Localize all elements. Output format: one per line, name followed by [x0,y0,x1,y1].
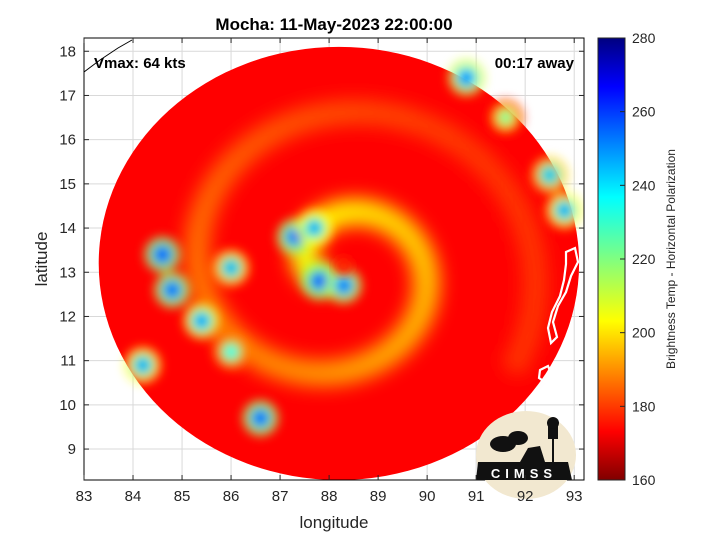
spiral-band-segment [332,98,361,127]
cell-core-outer-band [166,283,179,296]
y-axis-label: latitude [32,232,51,287]
colorbar-label: Brightness Temp - Horizontal Polarizatio… [664,149,678,369]
cell-core-north-band [499,111,512,124]
y-tick-label: 13 [59,264,76,281]
colorbar-tick-label: 240 [632,177,656,193]
y-tick-label: 14 [59,220,76,237]
colorbar-ticks: 160 180 200 220 240 260 280 [620,30,656,488]
x-tick-label: 92 [517,488,534,505]
cimss-logo: CIMSS [476,411,576,499]
cell-core-outer-band [225,345,238,358]
y-tick-label: 9 [68,441,76,458]
plot-frame [83,37,585,481]
chart-title: Mocha: 11-May-2023 22:00:00 [215,15,452,34]
cell-core-outer-band [254,412,267,425]
colorbar-tick-label: 160 [632,472,656,488]
x-tick-label: 91 [468,488,485,505]
y-tick-label: 10 [59,397,76,414]
y-tick-label: 18 [59,43,76,60]
x-tick-label: 85 [174,488,191,505]
spiral-band-segment [521,281,550,310]
x-tick-label: 89 [370,488,387,505]
cimss-logo-text: CIMSS [491,466,557,481]
x-tick-label: 83 [76,488,93,505]
spiral-band-segment [503,346,532,375]
y-tick-label: 15 [59,176,76,193]
cell-core-north-band [558,204,571,217]
x-tick-label: 86 [223,488,240,505]
coastline-east [546,246,580,346]
convective-features [124,59,583,437]
spiral-band-segment [352,98,381,127]
colorbar-tick-label: 260 [632,104,656,120]
y-axis: 9 10 11 12 13 14 15 16 17 18 [59,43,584,458]
colorbar-tick-label: 280 [632,30,656,46]
coastline-northwest [84,39,133,73]
time-away-label: 00:17 away [495,55,575,72]
x-tick-label: 84 [125,488,142,505]
x-tick-label: 93 [566,488,583,505]
cell-core-eyewall [313,275,326,288]
spiral-band-segment [518,303,547,332]
y-tick-label: 11 [60,353,76,370]
cell-core-eyewall [337,279,350,292]
y-tick-label: 16 [59,132,76,149]
spiral-band-segment [512,325,541,354]
y-tick-label: 12 [59,308,76,325]
colorbar-tick-label: 180 [632,398,656,414]
colorbar-tick-label: 220 [632,251,656,267]
storm-eye [334,256,353,275]
x-tick-label: 88 [321,488,338,505]
cell-core-outer-band [156,248,169,261]
y-tick-label: 17 [59,87,76,104]
spiral-band-segment [521,259,550,288]
island [537,364,554,384]
x-tick-label: 87 [272,488,289,505]
convective-cells [124,59,583,437]
colorbar-tick-label: 200 [632,325,656,341]
coastline [84,39,580,384]
cell-core-north-band [543,169,556,182]
cell-core-north-band [460,71,473,84]
x-tick-label: 90 [419,488,436,505]
x-axis-label: longitude [299,513,368,532]
cell-core-outer-band [225,261,238,274]
x-axis: 83 84 85 86 87 88 89 90 91 92 93 [76,38,583,505]
spiral-band-segment [518,238,547,267]
cell-core-outer-band [136,359,149,372]
cell-core-eyewall [308,222,321,235]
cell-core-outer-band [195,314,208,327]
vmax-label: Vmax: 64 kts [94,55,186,72]
